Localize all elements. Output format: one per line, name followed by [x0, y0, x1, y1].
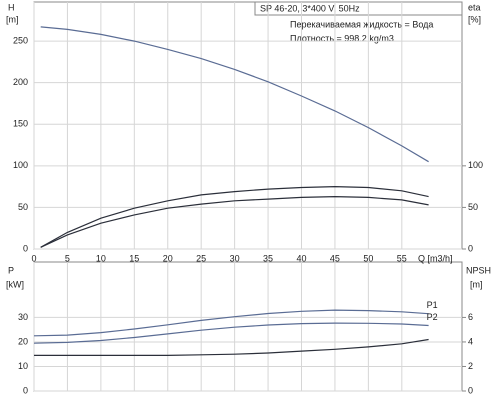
x-tick-label: 20: [163, 253, 173, 263]
y2-tick-label: 100: [468, 160, 483, 170]
y2-tick-label: 2: [468, 361, 473, 371]
legend-box: [254, 1, 463, 16]
x-tick-label: 25: [196, 253, 206, 263]
y2-tick-label: 6: [468, 312, 473, 322]
curve: [40, 185, 429, 248]
y2-label: eta: [468, 2, 481, 12]
curve: [34, 338, 429, 356]
y-tick-label: 250: [13, 35, 28, 45]
curve: [40, 26, 429, 163]
x-tick-label: 50: [363, 253, 373, 263]
y2-unit: [%]: [468, 14, 481, 24]
x-tick-label: 35: [263, 253, 273, 263]
annotation: Перекачиваемая жидкость = Вода: [290, 19, 433, 29]
curve: [40, 195, 429, 248]
series-label: P1: [427, 300, 438, 310]
y-tick-label: 20: [18, 336, 28, 346]
x-label: Q [m3/h]: [418, 253, 453, 263]
x-tick-label: 30: [230, 253, 240, 263]
x-tick-label: 10: [96, 253, 106, 263]
legend-box-text: SP 46-20, 3*400 V, 50Hz: [260, 3, 360, 13]
y-tick-label: 0: [23, 385, 28, 395]
y-unit: [kW]: [6, 279, 24, 289]
y-tick-label: 100: [13, 160, 28, 170]
y-tick-label: 150: [13, 119, 28, 129]
y-tick-label: 30: [18, 312, 28, 322]
y-unit: [m]: [6, 14, 19, 24]
x-tick-label: 15: [129, 253, 139, 263]
y-tick-label: 50: [18, 202, 28, 212]
x-tick-label: 40: [296, 253, 306, 263]
y2-tick-label: 0: [468, 385, 473, 395]
y-label: P: [8, 265, 14, 275]
curve: [33, 322, 429, 344]
x-tick-label: 45: [330, 253, 340, 263]
y2-tick-label: 4: [468, 336, 473, 346]
y2-label: NPSH: [466, 265, 491, 275]
x-tick-label: 0: [31, 253, 36, 263]
y2-unit: [m]: [470, 279, 483, 289]
y2-tick-label: 50: [468, 202, 478, 212]
series-label: P2: [427, 312, 438, 322]
top-frame: [33, 1, 463, 250]
curve: [33, 309, 429, 337]
x-tick-label: 55: [397, 253, 407, 263]
y-tick-label: 10: [18, 361, 28, 371]
y-label: H: [8, 2, 15, 12]
y2-tick-label: 0: [468, 243, 473, 253]
x-tick-label: 5: [65, 253, 70, 263]
annotation: Плотность = 998.2 kg/m3: [290, 33, 394, 43]
y-tick-label: 200: [13, 77, 28, 87]
y-tick-label: 0: [23, 243, 28, 253]
